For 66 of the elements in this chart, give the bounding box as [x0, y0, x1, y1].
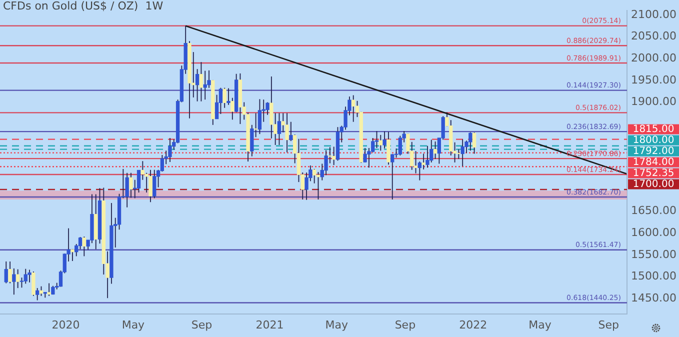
x-tick-label: Sep — [394, 318, 416, 332]
candlestick — [4, 261, 8, 284]
x-tick-label: May — [528, 318, 552, 332]
y-tick-label: 1950.00 — [631, 73, 676, 86]
y-tick-label: 1500.00 — [631, 270, 676, 283]
candlestick — [472, 132, 476, 154]
candlestick — [352, 94, 356, 122]
candlestick — [160, 154, 164, 172]
candlestick — [70, 248, 74, 262]
candlestick — [36, 288, 40, 301]
candlestick — [129, 172, 133, 198]
candlestick — [168, 138, 172, 162]
candlestick — [47, 282, 51, 296]
candlestick — [277, 112, 282, 146]
candlestick — [148, 169, 152, 203]
y-tick-label: 1900.00 — [631, 95, 676, 108]
candlestick — [378, 134, 382, 152]
candlestick — [312, 168, 316, 184]
x-tick-label: May — [122, 318, 146, 332]
y-tick-label: 2000.00 — [631, 51, 676, 64]
candlestick — [382, 130, 386, 149]
candlestick — [222, 87, 226, 108]
ref-line-label: 1752.35 — [632, 168, 674, 179]
ref-line-label: 1800.00 — [632, 134, 674, 146]
candlestick — [386, 131, 390, 166]
ref-line-label: 1700.00 — [632, 178, 674, 190]
y-tick-label: 1550.00 — [631, 248, 676, 261]
candlestick — [250, 124, 254, 157]
x-tick-label: Sep — [191, 318, 212, 332]
ref-line-label: 1792.00 — [632, 146, 674, 157]
candlestick — [390, 154, 394, 200]
x-tick-label: May — [325, 318, 348, 332]
candlestick — [316, 172, 320, 200]
candlestick — [328, 146, 332, 164]
candlestick — [226, 88, 230, 106]
x-tick-label: 2022 — [459, 318, 488, 332]
y-tick-label: 1600.00 — [631, 226, 676, 239]
candlestick — [12, 268, 16, 296]
x-tick-label: Sep — [598, 318, 619, 332]
ref-line-label: 1815.00 — [632, 124, 674, 135]
candlestick — [289, 121, 293, 142]
x-tick-label: 2021 — [256, 318, 284, 332]
candlestick — [285, 112, 289, 153]
candlestick — [199, 62, 204, 102]
candlestick — [82, 236, 86, 257]
candlestick — [16, 268, 20, 289]
candlestick — [258, 98, 262, 135]
candlestick — [468, 132, 472, 152]
y-tick-label: 1450.00 — [631, 291, 676, 304]
candlestick — [422, 153, 426, 170]
candlestick — [433, 141, 438, 160]
candlestick — [460, 138, 464, 167]
candlestick — [374, 130, 379, 148]
x-tick-label: 2020 — [52, 318, 80, 332]
candlestick — [125, 172, 129, 208]
chart-title: CFDs on Gold (US$ / OZ) 1W — [3, 0, 164, 12]
y-tick-label: 2050.00 — [631, 30, 676, 43]
candlestick — [332, 146, 336, 166]
candlestick — [24, 268, 28, 284]
candlestick — [398, 135, 402, 156]
ref-line-label: 1784.00 — [632, 156, 674, 168]
y-tick-label: 2100.00 — [631, 8, 676, 21]
y-tick-label: 1650.00 — [631, 204, 676, 218]
candlestick — [32, 271, 36, 296]
candlestick — [28, 269, 32, 283]
candlestick — [152, 169, 156, 199]
